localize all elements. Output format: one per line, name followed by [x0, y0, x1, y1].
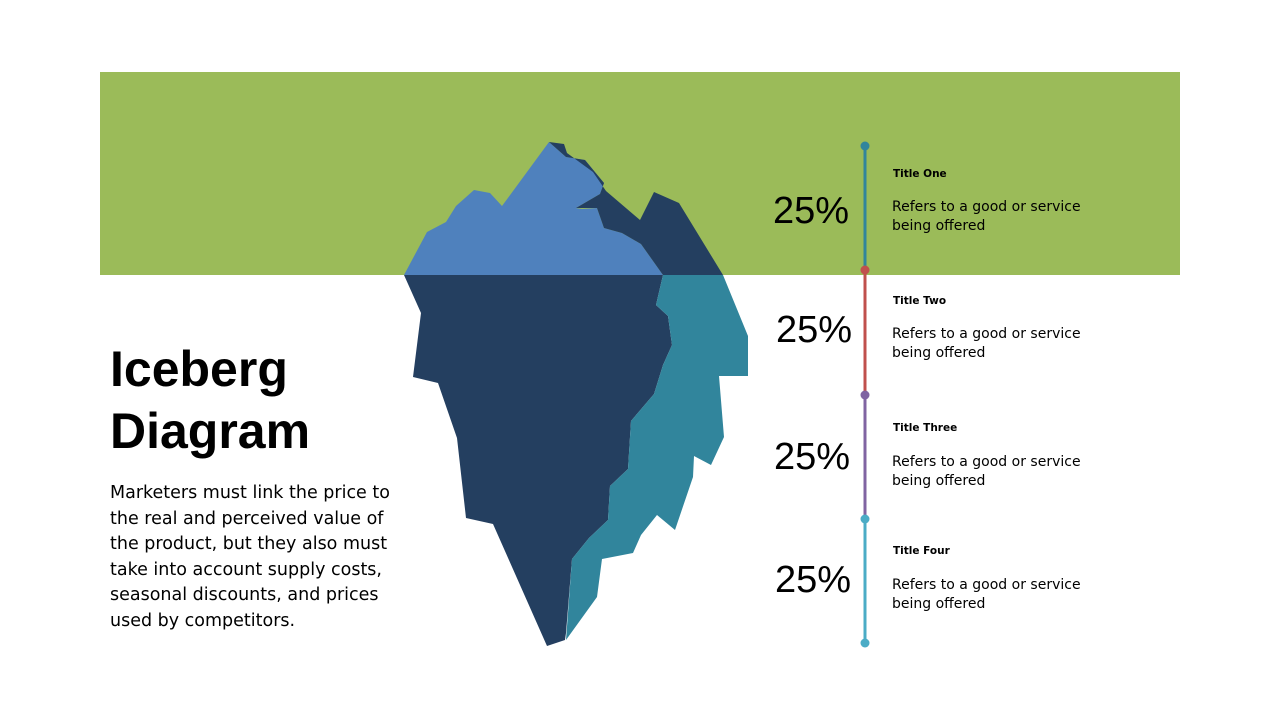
item-percent-3: 25%: [774, 436, 851, 478]
timeline-node-1: [860, 141, 870, 151]
timeline-node-3: [860, 390, 870, 400]
timeline-node-2: [860, 265, 870, 275]
item-percent-4: 25%: [775, 559, 852, 601]
item-percent-2: 25%: [776, 309, 853, 351]
item-title-4: Title Four: [893, 545, 950, 557]
iceberg-tip-dark: [549, 142, 723, 275]
item-text-1: Refers to a good or service being offere…: [892, 199, 1081, 234]
item-text-3: Refers to a good or service being offere…: [892, 454, 1081, 489]
iceberg-underwater-teal: [566, 275, 748, 640]
timeline-node-4: [860, 514, 870, 524]
slide-title: Iceberg Diagram: [110, 341, 311, 459]
item-title-1: Title One: [893, 168, 947, 180]
item-title-2: Title Two: [893, 295, 947, 307]
item-percent-1: 25%: [773, 190, 850, 232]
item-text-2: Refers to a good or service being offere…: [892, 326, 1081, 361]
iceberg-underwater-dark: [404, 275, 672, 646]
timeline-node-5: [860, 638, 870, 648]
slide-description: Marketers must link the price to the rea…: [110, 483, 390, 631]
item-text-4: Refers to a good or service being offere…: [892, 577, 1081, 612]
iceberg-tip-light: [404, 142, 663, 275]
item-title-3: Title Three: [893, 422, 958, 434]
